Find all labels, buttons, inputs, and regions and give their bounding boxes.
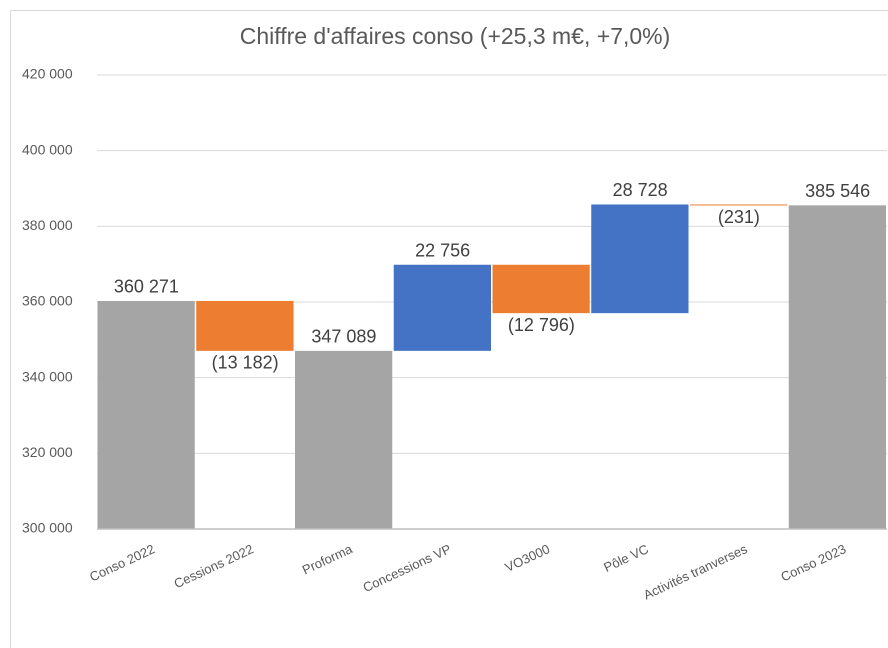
data-label: 347 089 <box>311 327 376 347</box>
y-tick-label: 360 000 <box>22 293 73 309</box>
data-label: (12 796) <box>508 315 575 335</box>
data-label: (231) <box>718 207 760 227</box>
y-tick-label: 320 000 <box>22 444 73 460</box>
chart-title: Chiffre d'affaires conso (+25,3 m€, +7,0… <box>240 23 671 49</box>
bar <box>689 204 788 206</box>
data-label: (13 182) <box>212 353 279 373</box>
bar <box>294 350 393 529</box>
bar <box>393 264 492 351</box>
y-tick-label: 340 000 <box>22 368 73 384</box>
bar <box>196 300 294 351</box>
data-label: 360 271 <box>114 277 179 297</box>
bar <box>591 204 689 314</box>
bar <box>97 300 195 529</box>
bar <box>492 264 590 314</box>
y-tick-label: 300 000 <box>22 520 73 536</box>
bar <box>788 205 887 530</box>
data-label: 22 756 <box>415 241 470 261</box>
data-label: 385 546 <box>805 181 870 201</box>
y-tick-label: 420 000 <box>22 66 73 82</box>
y-tick-label: 400 000 <box>22 141 73 157</box>
data-label: 28 728 <box>613 180 668 200</box>
y-tick-label: 380 000 <box>22 217 73 233</box>
